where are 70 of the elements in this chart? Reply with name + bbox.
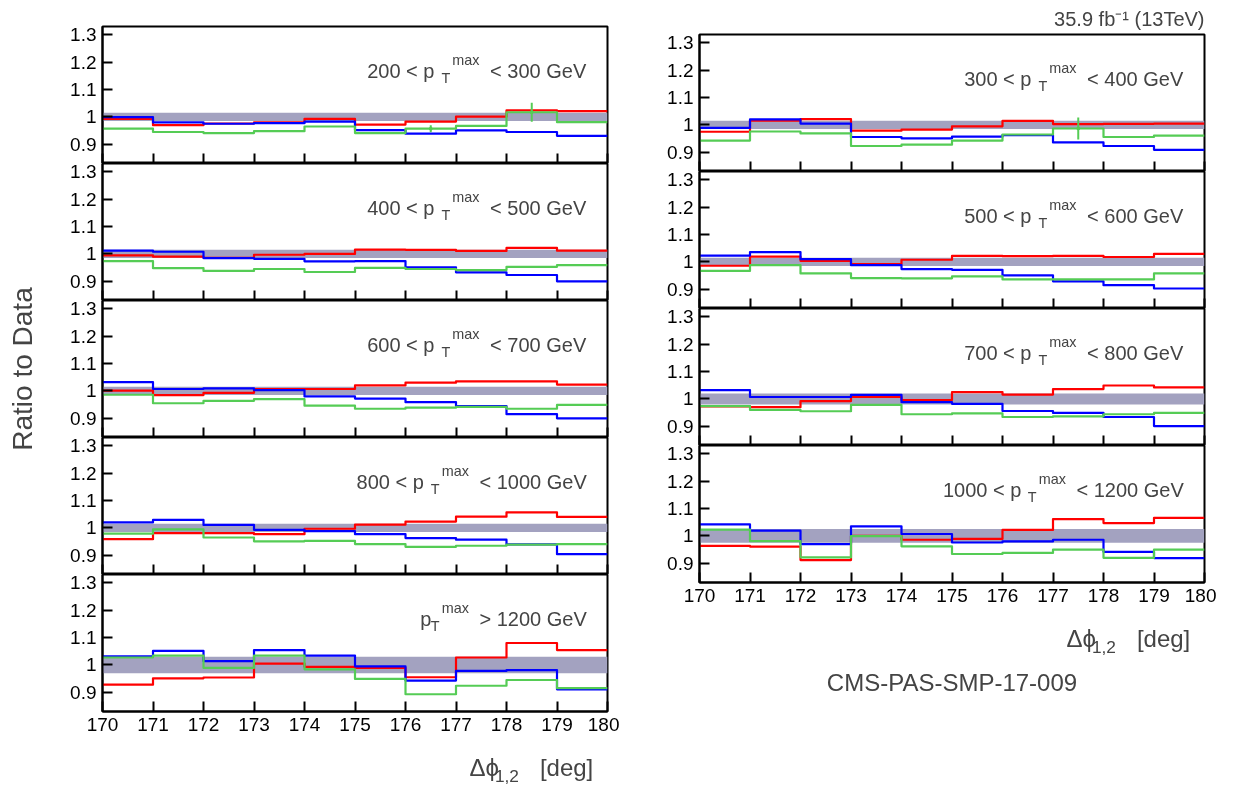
y-tick-label: 1.3 [667, 32, 694, 54]
y-tick-label: 0.9 [667, 552, 694, 574]
y-tick-label: 1.2 [667, 59, 694, 81]
y-tick-label: 1.3 [667, 443, 694, 465]
y-tick-label: 1.1 [667, 224, 694, 246]
y-tick-label: 1.3 [70, 24, 97, 46]
y-axis-title: Ratio to Data [7, 286, 38, 451]
y-tick-label: 1.3 [70, 298, 97, 320]
y-tick-label: 1.3 [667, 306, 694, 328]
y-tick-label: 0.9 [70, 133, 97, 155]
y-tick-label: 1 [85, 517, 97, 539]
y-tick-label: 1.2 [667, 333, 694, 355]
x-tick-label: 170 [86, 713, 119, 735]
y-tick-label: 1 [682, 388, 694, 410]
x-tick-label: 173 [238, 713, 270, 735]
x-tick-label: 177 [440, 713, 472, 735]
text: CMS-PAS-SMP-17-009 [826, 668, 1078, 696]
x-tick-label: 178 [490, 713, 523, 735]
x-tick-label: 175 [339, 713, 371, 735]
y-tick-label: 1.1 [70, 79, 97, 101]
y-tick-label: 0.9 [70, 407, 97, 429]
x-tick-label: 180 [587, 713, 620, 735]
x-tick-label: 179 [541, 713, 573, 735]
y-tick-label: 1.2 [70, 325, 97, 347]
x-tick-label: 180 [1184, 584, 1217, 606]
y-tick-label: 1.1 [667, 361, 694, 383]
y-tick-label: 1.3 [70, 572, 97, 594]
y-tick-label: 1.2 [667, 196, 694, 218]
x-tick-label: 172 [187, 713, 220, 735]
x-tick-label: 174 [288, 713, 321, 735]
x-tick-label: 171 [734, 584, 766, 606]
y-tick-label: 1.2 [70, 462, 97, 484]
y-tick-label: 1.1 [667, 498, 694, 520]
y-tick-label: 1.1 [70, 353, 97, 375]
y-tick-label: 1.2 [70, 188, 97, 210]
y-tick-label: 1 [85, 654, 97, 676]
y-tick-label: 1.2 [667, 470, 694, 492]
x-tick-label: 179 [1138, 584, 1170, 606]
y-tick-label: 0.9 [70, 270, 97, 292]
x-tick-label: 174 [885, 584, 918, 606]
y-tick-label: 1 [85, 243, 97, 265]
y-tick-label: 0.9 [667, 415, 694, 437]
text: 35.9 fb⁻¹ (13TeV) [1054, 7, 1205, 30]
y-tick-label: 1.2 [70, 599, 97, 621]
y-tick-label: 0.9 [70, 681, 97, 703]
x-tick-label: 172 [784, 584, 817, 606]
y-tick-label: 1 [682, 114, 694, 136]
x-tick-label: 170 [683, 584, 716, 606]
x-tick-label: 177 [1037, 584, 1069, 606]
y-tick-label: 0.9 [667, 278, 694, 300]
y-tick-label: 1 [85, 380, 97, 402]
y-tick-label: 0.9 [70, 544, 97, 566]
y-tick-label: 1.2 [70, 51, 97, 73]
x-tick-label: 175 [936, 584, 968, 606]
y-tick-label: 1.3 [70, 435, 97, 457]
y-tick-label: 1.3 [667, 169, 694, 191]
y-tick-label: 1.1 [70, 490, 97, 512]
y-tick-label: 1.1 [667, 87, 694, 109]
y-tick-label: 1 [85, 106, 97, 128]
x-tick-label: 176 [986, 584, 1019, 606]
y-tick-label: 1 [682, 251, 694, 273]
y-tick-label: 0.9 [667, 141, 694, 163]
y-tick-label: 1 [682, 525, 694, 547]
y-tick-label: 1.3 [70, 161, 97, 183]
x-tick-label: 178 [1087, 584, 1120, 606]
x-tick-label: 171 [137, 713, 169, 735]
y-tick-label: 1.1 [70, 216, 97, 238]
y-tick-label: 1.1 [70, 627, 97, 649]
x-tick-label: 173 [835, 584, 867, 606]
x-tick-label: 176 [389, 713, 422, 735]
